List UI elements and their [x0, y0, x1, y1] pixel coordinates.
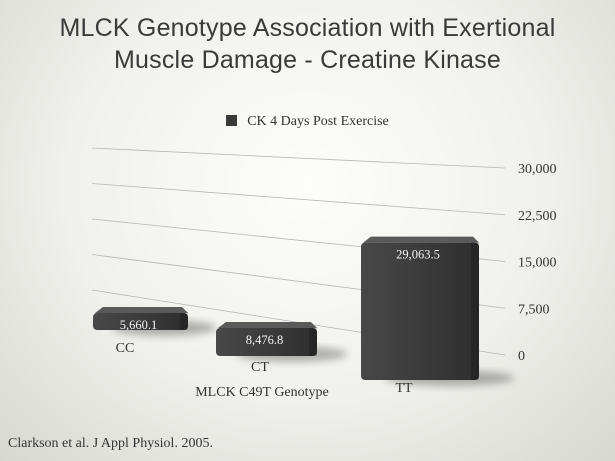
- gridline: [91, 147, 506, 169]
- x-tick-label: TT: [395, 381, 413, 396]
- bar-cc: [93, 307, 188, 330]
- source-citation: Clarkson et al. J Appl Physiol. 2005.: [8, 436, 213, 451]
- bar-top: [363, 236, 479, 243]
- bars: [93, 236, 479, 380]
- bar-ct: [216, 322, 317, 356]
- title-line-2: Muscle Damage - Creatine Kinase: [114, 46, 501, 74]
- bar-top: [218, 322, 317, 329]
- x-axis-ticks: CC CT TT: [116, 341, 413, 396]
- x-tick-label: CT: [251, 360, 269, 375]
- title-line-1: MLCK Genotype Association with Exertiona…: [59, 14, 556, 42]
- bar-front: [216, 328, 317, 356]
- bar-front: [361, 242, 479, 380]
- legend-label: CK 4 Days Post Exercise: [247, 114, 389, 129]
- x-tick-label: CC: [116, 341, 135, 356]
- y-tick-label: 0: [518, 349, 525, 364]
- legend: CK 4 Days Post Exercise: [0, 114, 615, 130]
- bar-side: [309, 328, 317, 356]
- data-labels: 5,660.1 8,476.8 29,063.5: [120, 248, 440, 347]
- bar-side: [471, 242, 479, 380]
- y-tick-label: 30,000: [518, 162, 557, 177]
- y-axis-ticks: 0 7,500 15,000 22,500 30,000: [518, 162, 557, 364]
- bar-front: [93, 313, 188, 330]
- bar-tt: [361, 236, 479, 380]
- chart-title: MLCK Genotype Association with Exertiona…: [0, 12, 615, 76]
- legend-swatch: [226, 115, 238, 126]
- data-label: 29,063.5: [396, 248, 440, 262]
- y-tick-label: 15,000: [518, 256, 557, 271]
- x-axis-label: MLCK C49T Genotype: [195, 385, 329, 400]
- data-label: 5,660.1: [120, 318, 158, 332]
- bar-side: [180, 313, 188, 330]
- bar-top: [95, 307, 188, 314]
- y-tick-label: 22,500: [518, 209, 557, 224]
- y-tick-label: 7,500: [518, 302, 550, 317]
- data-label: 8,476.8: [246, 333, 284, 347]
- gridline: [91, 183, 506, 216]
